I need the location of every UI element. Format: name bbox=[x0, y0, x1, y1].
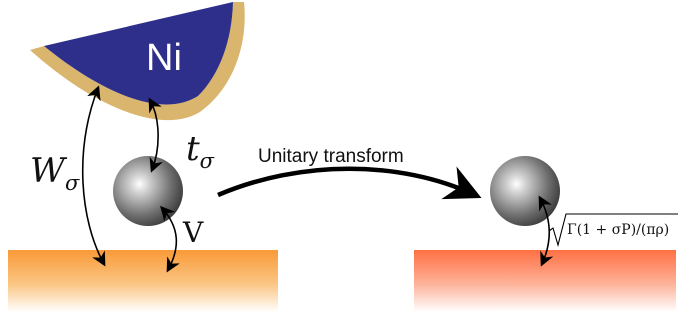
transform-label: Unitary transform bbox=[258, 146, 404, 167]
adatom-left bbox=[113, 156, 183, 226]
t-sigma-label: tσ bbox=[186, 129, 215, 173]
adatom-right bbox=[490, 156, 560, 226]
coupling-expression: Γ(1 + σP)/(πρ) bbox=[567, 222, 669, 238]
right-substrate bbox=[414, 250, 676, 312]
ni-tip bbox=[30, 2, 245, 121]
w-sigma-arrow bbox=[81, 85, 106, 267]
t-sigma-sub: σ bbox=[200, 149, 215, 173]
w-sigma-label: Wσ bbox=[30, 151, 80, 195]
v-label: V bbox=[182, 216, 204, 249]
ni-tip-core bbox=[44, 2, 233, 105]
w-sigma-main: W bbox=[30, 151, 68, 191]
t-sigma-main: t bbox=[186, 129, 200, 169]
coupling-label: Γ(1 + σP)/(πρ) bbox=[548, 213, 678, 248]
transform-arrow bbox=[217, 166, 482, 200]
sqrt-sign bbox=[548, 213, 678, 248]
left-substrate bbox=[8, 250, 278, 312]
v-arrow bbox=[160, 205, 180, 273]
w-sigma-sub: σ bbox=[65, 171, 80, 195]
ni-label: Ni bbox=[146, 37, 182, 79]
t-sigma-arrow bbox=[148, 97, 163, 173]
